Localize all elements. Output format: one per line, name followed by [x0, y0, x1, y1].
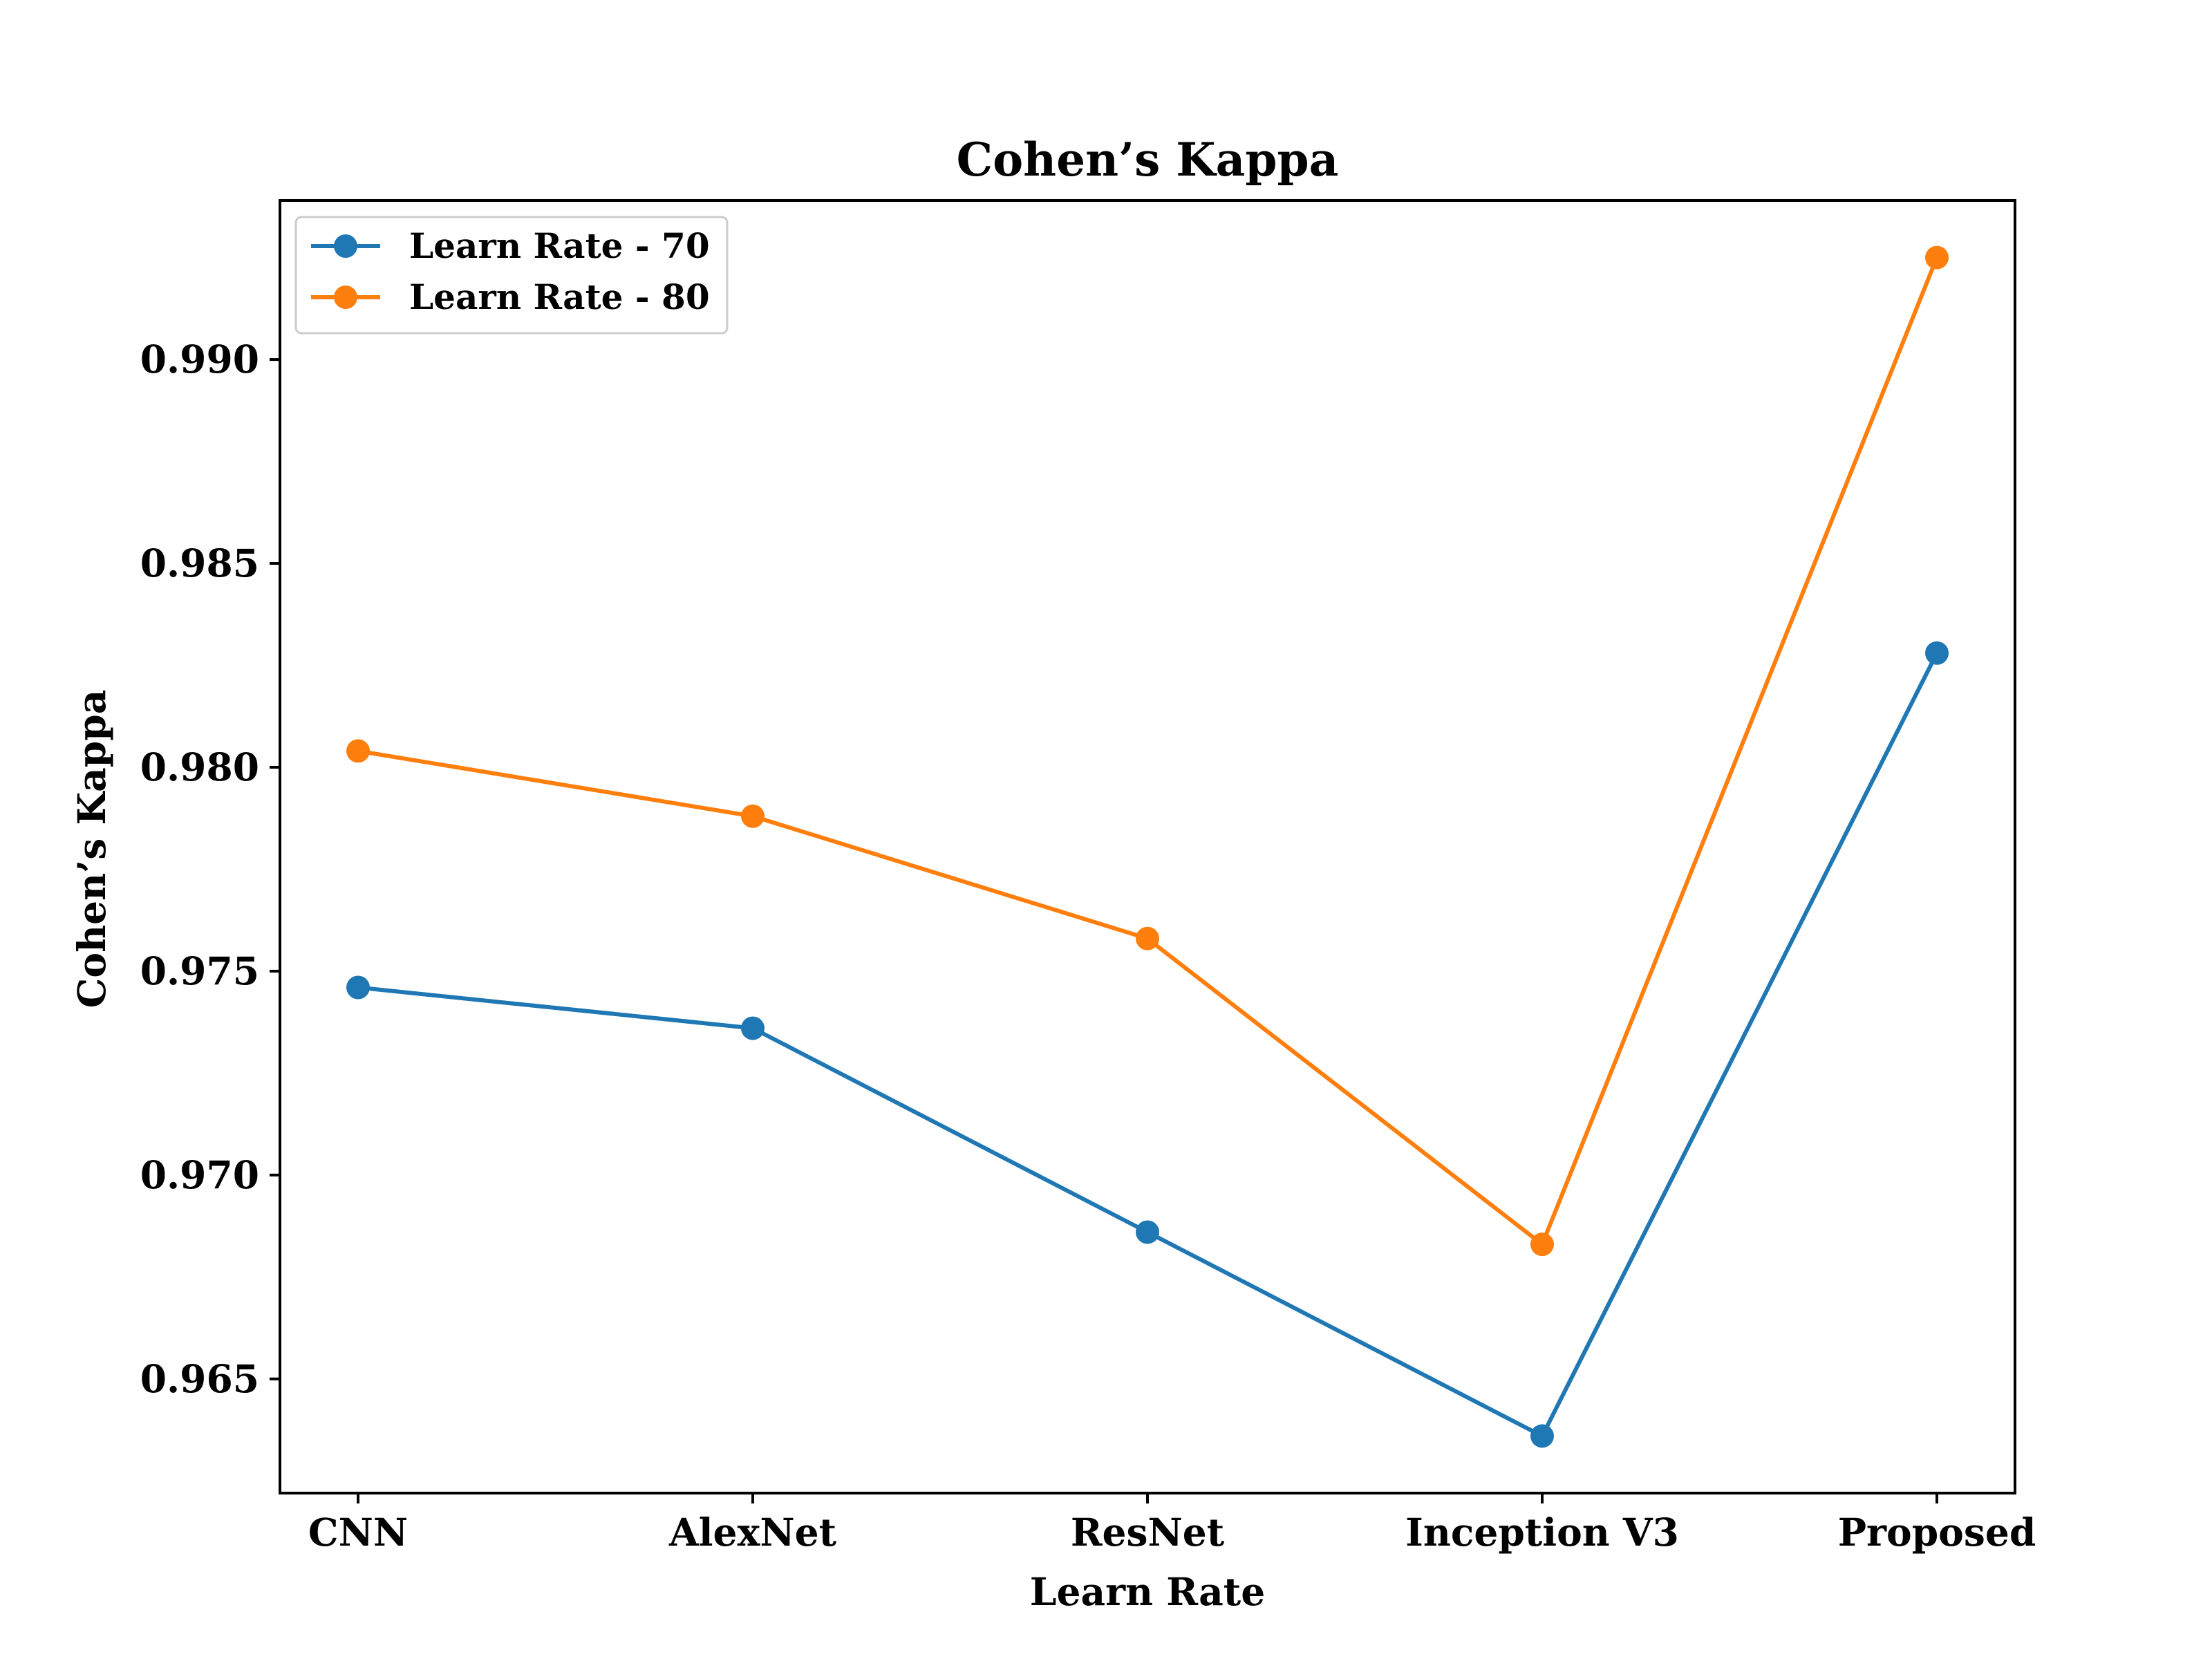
- data-point: [741, 1016, 765, 1040]
- data-point: [346, 975, 370, 1000]
- y-tick-label: 0.980: [140, 744, 259, 789]
- y-tick-label: 0.990: [140, 337, 259, 382]
- data-point: [1136, 926, 1159, 950]
- data-point: [1925, 641, 1949, 665]
- y-tick-label: 0.975: [140, 948, 259, 993]
- legend-marker: [334, 234, 357, 258]
- data-point: [1530, 1232, 1554, 1257]
- legend-box: [294, 216, 729, 335]
- axis-ticks: 0.965 0.970 0.975 0.980 0.985 0.990 CNN AlexNet…: [140, 337, 2036, 1555]
- data-point: [1136, 1220, 1159, 1244]
- x-tick-label: Inception V3: [1405, 1510, 1679, 1555]
- legend-label: Learn Rate - 70: [409, 225, 710, 266]
- x-tick-label: ResNet: [1071, 1510, 1225, 1555]
- legend: Learn Rate - 70 Learn Rate - 80: [294, 216, 729, 335]
- y-axis-label: Cohen’s Kappa: [69, 690, 114, 1009]
- data-point: [346, 739, 370, 763]
- legend-label: Learn Rate - 80: [409, 276, 710, 317]
- x-tick-label: AlexNet: [668, 1510, 837, 1555]
- y-tick-label: 0.965: [140, 1356, 259, 1401]
- x-axis-label: Learn Rate: [1030, 1569, 1265, 1614]
- data-point: [1530, 1424, 1554, 1448]
- x-tick-label: Proposed: [1838, 1510, 2036, 1555]
- data-point: [1925, 245, 1949, 270]
- y-tick-label: 0.985: [140, 541, 259, 585]
- data-point: [741, 804, 765, 828]
- x-tick-label: CNN: [308, 1510, 408, 1555]
- plot-series: [346, 245, 1949, 1448]
- chart-title: Cohen’s Kappa: [957, 133, 1339, 187]
- y-tick-label: 0.970: [140, 1152, 259, 1197]
- plot-frame: [279, 199, 2016, 1494]
- legend-marker: [334, 285, 357, 309]
